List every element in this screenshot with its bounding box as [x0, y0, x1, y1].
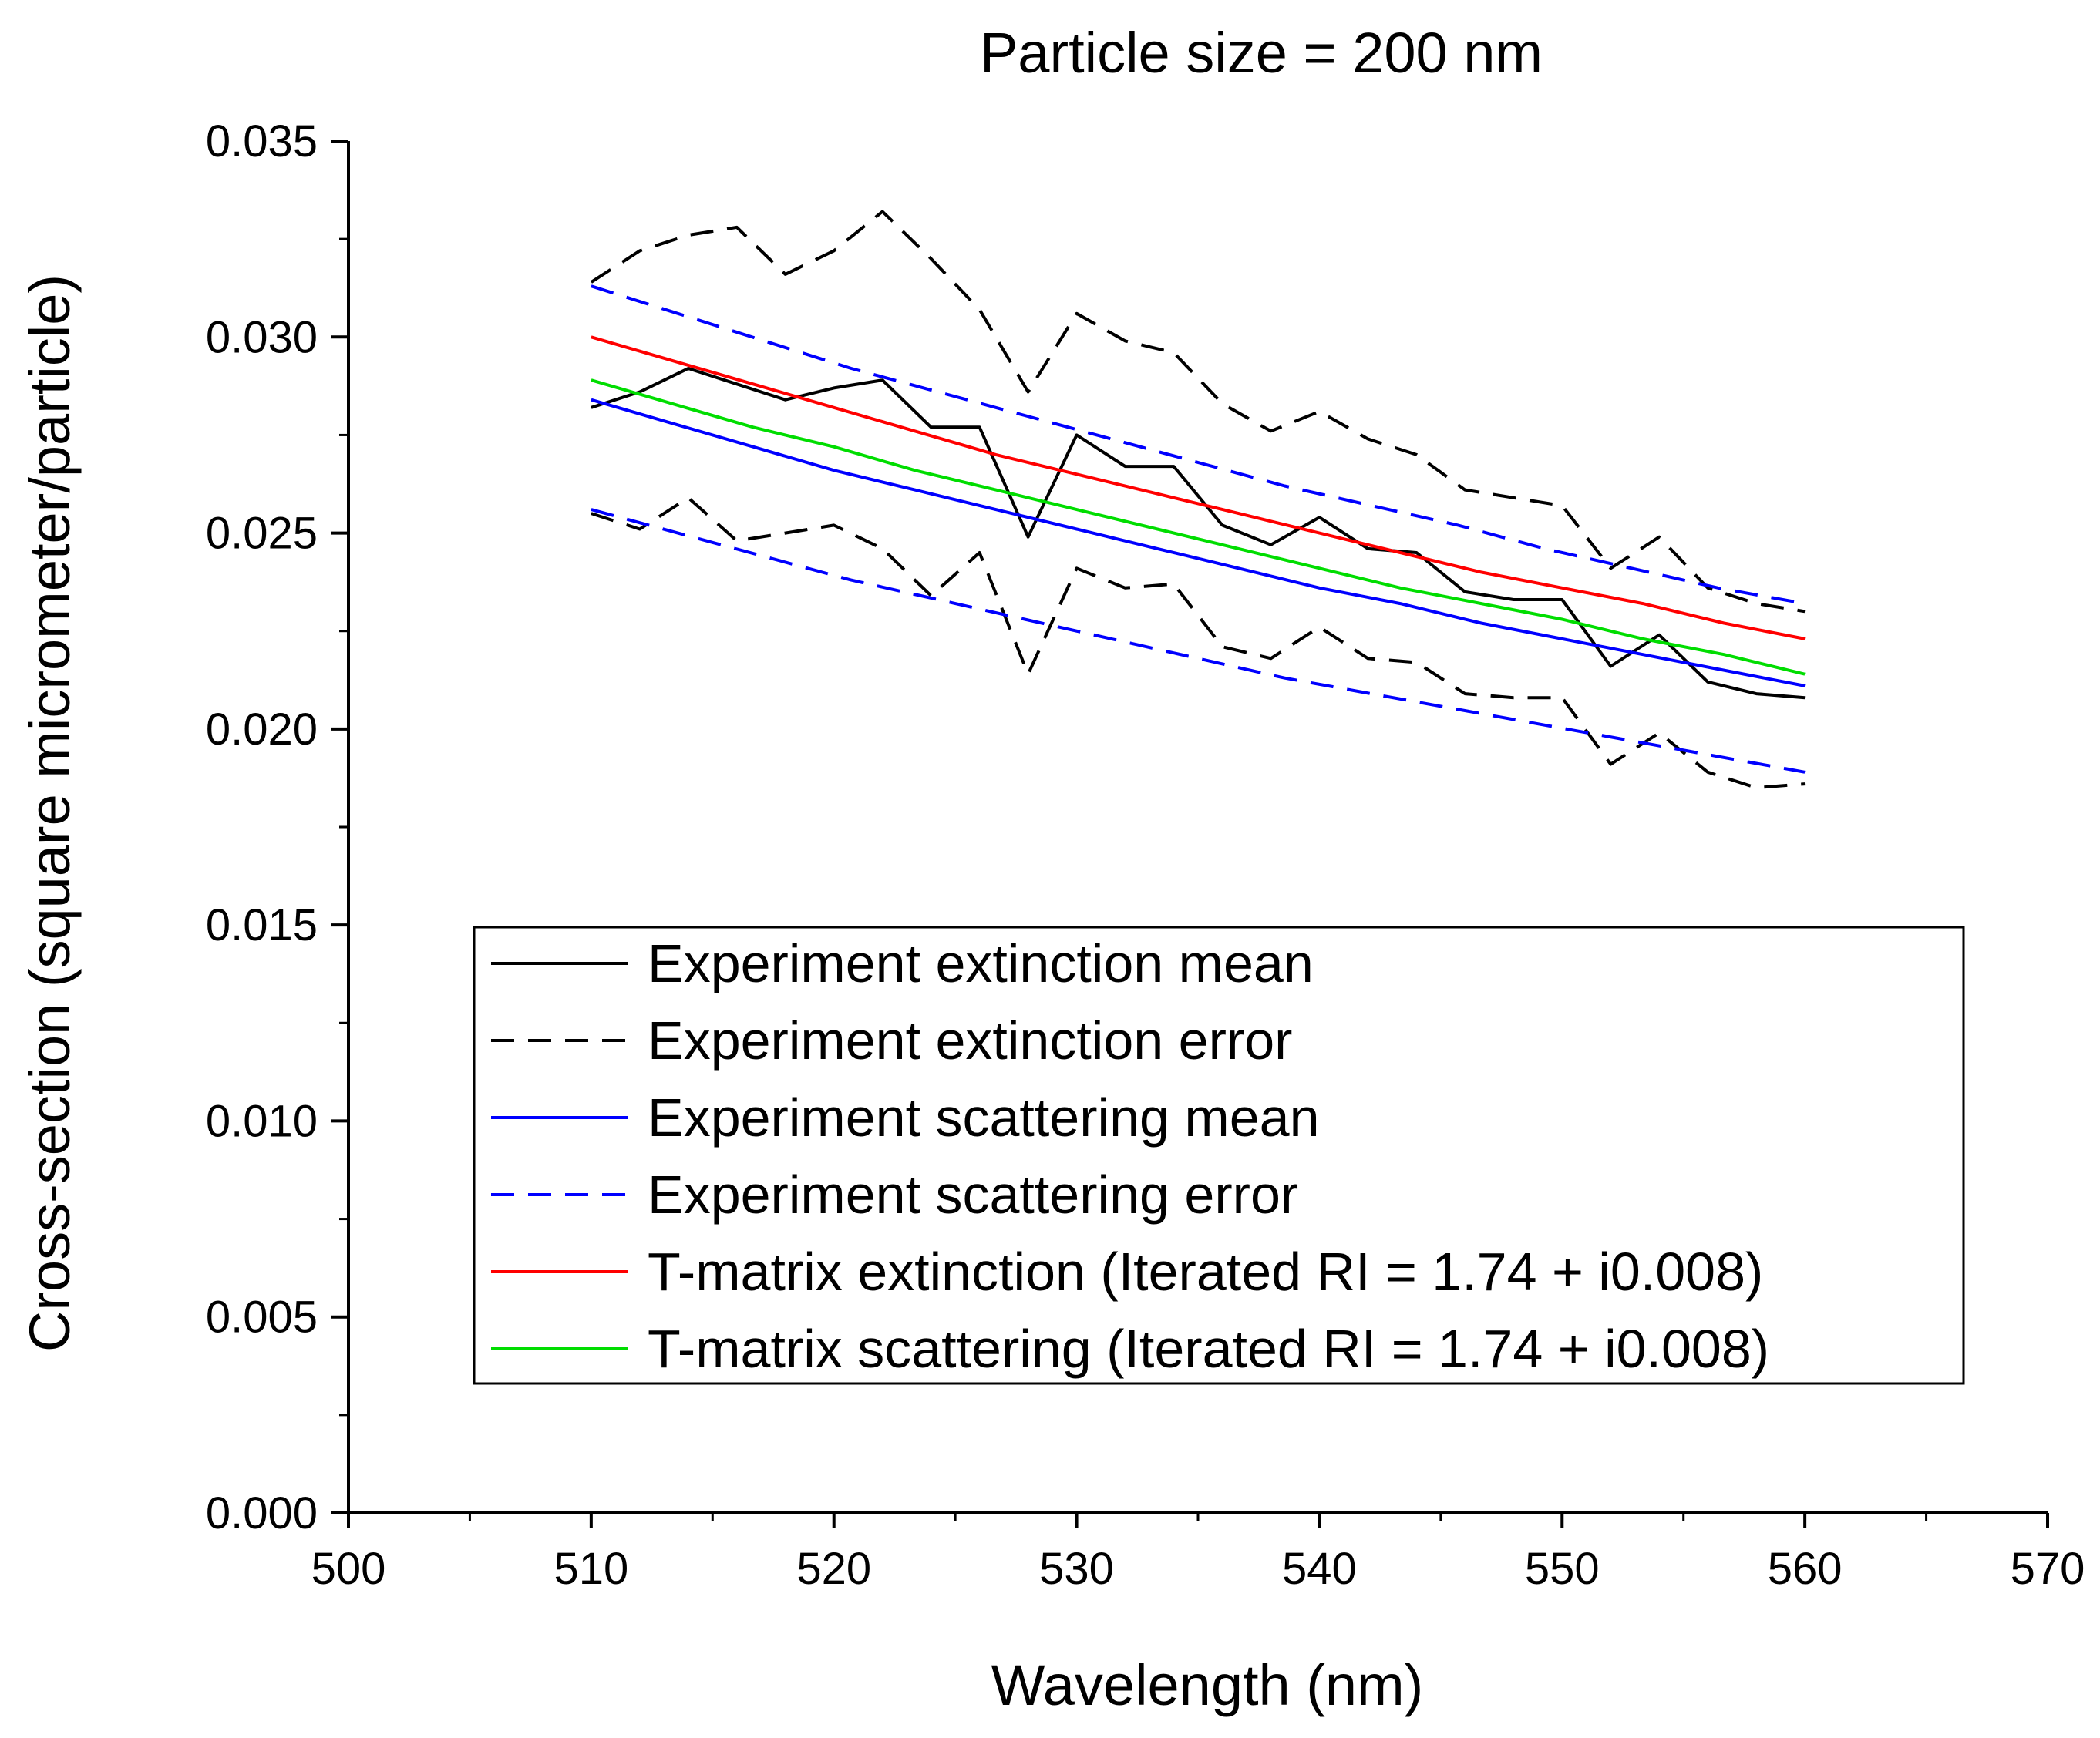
series-line-experiment-scattering-error: [591, 284, 1806, 606]
x-tick-label: 500: [311, 1544, 386, 1594]
legend-label: T-matrix scattering (Iterated RI = 1.74 …: [648, 1319, 1769, 1379]
y-tick-label: 0.005: [206, 1293, 318, 1343]
series-line-experiment-extinction-error-lower: [591, 496, 1806, 790]
x-tick-label: 510: [554, 1544, 628, 1594]
x-axis-title: Wavelength (nm): [991, 1653, 1424, 1717]
series-line-experiment-scattering-mean: [591, 398, 1806, 687]
series-line-t-matrix-scattering-iterated-ri-1-74-i0-008: [591, 378, 1806, 676]
series-line-experiment-scattering-error-lower: [591, 508, 1806, 774]
y-axis-title: Cross-section (square micrometer/particl…: [18, 274, 82, 1352]
x-tick-label: 520: [796, 1544, 871, 1594]
x-tick-label: 540: [1282, 1544, 1357, 1594]
y-tick-label: 0.035: [206, 116, 318, 166]
series-line-experiment-extinction-mean: [591, 367, 1806, 700]
legend-label: Experiment extinction error: [648, 1010, 1292, 1071]
x-tick-label: 560: [1768, 1544, 1843, 1594]
legend-label: Experiment extinction mean: [648, 933, 1314, 993]
x-tick-label: 570: [2011, 1544, 2085, 1594]
y-tick-label: 0.020: [206, 704, 318, 755]
legend-label: T-matrix extinction (Iterated RI = 1.74 …: [648, 1242, 1763, 1302]
y-tick-label: 0.015: [206, 900, 318, 950]
axes: 500 510 520 530 540 550 560 570 0.000 0.005 0.010 0…: [206, 116, 2085, 1594]
plot-area: [590, 210, 1806, 790]
series-line-t-matrix-extinction-iterated-ri-1-74-i0-008: [591, 335, 1806, 640]
y-tick-label: 0.025: [206, 509, 318, 559]
legend: Experiment extinction mean Experiment ext…: [473, 926, 1965, 1385]
y-tick-label: 0.010: [206, 1096, 318, 1146]
legend-box: [473, 926, 1965, 1385]
x-tick-label: 550: [1525, 1544, 1600, 1594]
legend-label: Experiment scattering mean: [648, 1088, 1320, 1148]
series-line-experiment-extinction-error: [590, 210, 1806, 614]
y-tick-label: 0.030: [206, 312, 318, 362]
y-tick-label: 0.000: [206, 1488, 318, 1538]
chart-title: Particle size = 200 nm: [980, 21, 1543, 85]
x-tick-label: 530: [1039, 1544, 1114, 1594]
legend-label: Experiment scattering error: [648, 1165, 1298, 1225]
